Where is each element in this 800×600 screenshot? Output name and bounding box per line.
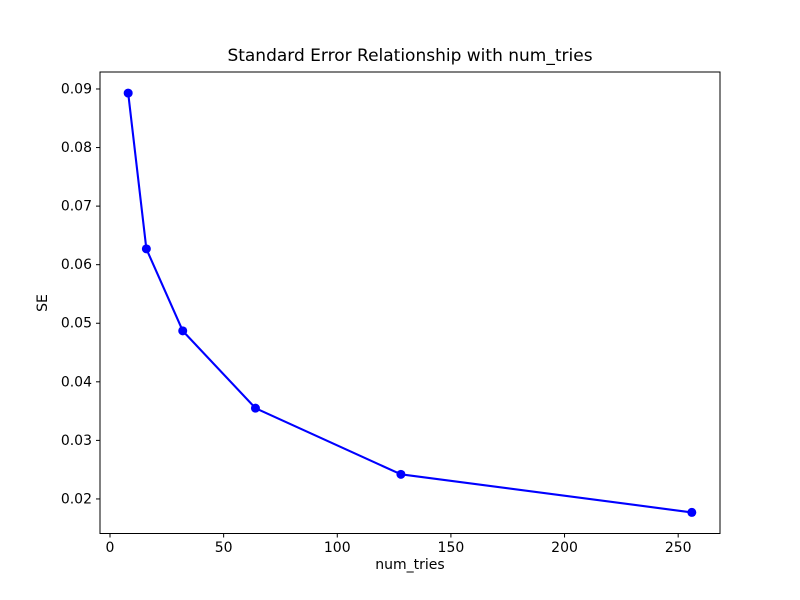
- data-point-marker: [687, 507, 697, 517]
- y-tick-label: 0.04: [61, 374, 92, 390]
- y-tick-label: 0.06: [61, 257, 92, 273]
- data-point-marker: [178, 326, 188, 336]
- se-line: [127, 92, 693, 514]
- data-point-marker: [250, 403, 260, 413]
- x-tick-label: 0: [106, 540, 115, 556]
- y-tick-label: 0.03: [61, 433, 92, 449]
- y-tick-label: 0.08: [61, 140, 92, 156]
- y-tick-label: 0.02: [61, 491, 92, 507]
- x-tick-label: 150: [438, 540, 465, 556]
- y-tick-label: 0.07: [61, 199, 92, 215]
- plot-border: [99, 71, 721, 534]
- y-axis-label: SE: [35, 294, 51, 312]
- x-tick-label: 50: [215, 540, 233, 556]
- y-tick-label: 0.05: [61, 316, 92, 332]
- chart-title: Standard Error Relationship with num_tri…: [227, 46, 593, 66]
- data-point-marker: [141, 244, 151, 254]
- data-point-marker: [123, 88, 133, 98]
- x-axis-label: num_tries: [375, 557, 445, 573]
- x-tick-label: 100: [324, 540, 351, 556]
- y-tick-label: 0.09: [61, 81, 92, 97]
- data-point-marker: [396, 469, 406, 479]
- x-tick-label: 200: [551, 540, 578, 556]
- x-tick-label: 250: [665, 540, 692, 556]
